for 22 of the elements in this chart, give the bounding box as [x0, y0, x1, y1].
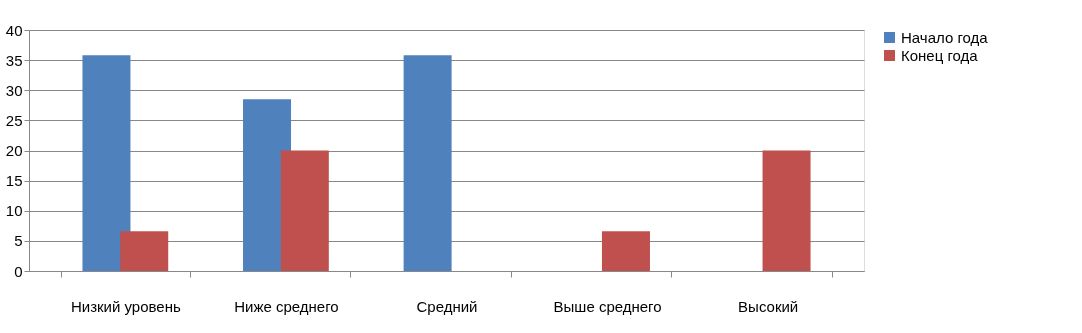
y-tick-label: 20 [5, 142, 23, 159]
x-tick-label: Ниже среднего [234, 297, 339, 315]
bar [403, 55, 452, 271]
x-tick-label: Высокий [738, 297, 799, 315]
x-tick-label: Средний [416, 297, 478, 315]
y-tick-label: 35 [5, 51, 23, 69]
x-tick-label: Низкий уровень [70, 297, 181, 315]
y-tick-label: 0 [14, 262, 23, 280]
y-tick-label: 15 [5, 172, 23, 190]
bar [82, 55, 131, 271]
bar [601, 231, 650, 271]
bar [280, 150, 329, 271]
bar [120, 231, 169, 271]
legend-label: Конец года [901, 46, 979, 64]
y-tick-label: 25 [5, 111, 23, 129]
y-tick-label: 40 [5, 21, 23, 39]
bar [762, 150, 811, 271]
y-tick-label: 10 [5, 202, 23, 220]
y-tick-label: 5 [14, 232, 23, 250]
x-tick-label: Выше среднего [553, 297, 662, 315]
y-tick-label: 30 [5, 81, 23, 99]
legend-label: Начало года [901, 28, 989, 46]
